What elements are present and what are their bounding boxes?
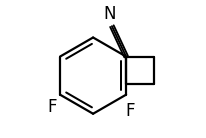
Text: N: N (104, 6, 116, 23)
Text: F: F (47, 99, 56, 116)
Text: F: F (125, 102, 135, 120)
